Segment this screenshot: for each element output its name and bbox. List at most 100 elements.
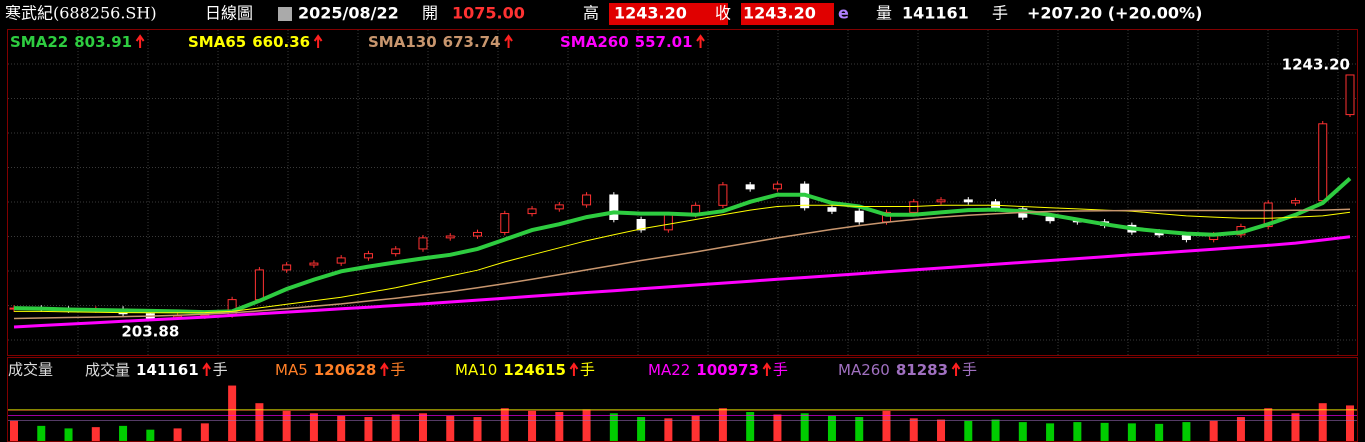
volume-legend-entry: MA5 120628 [275, 361, 376, 379]
volume-bar [91, 427, 100, 441]
candle-body [936, 199, 946, 203]
candle-body [418, 237, 428, 250]
candle-body [1345, 74, 1355, 116]
close-value: 1243.20 [743, 4, 816, 23]
candle-body [254, 269, 264, 301]
volume-bar [1209, 420, 1218, 441]
candle-body [582, 194, 592, 206]
candle-body [772, 183, 782, 190]
candle-body [336, 257, 346, 264]
open-label: 開 [422, 4, 438, 23]
candle-body [909, 201, 919, 213]
high-label: 高 [583, 4, 599, 23]
stock-name: 寒武紀(688256.SH) [5, 4, 157, 23]
candle-body [854, 210, 864, 223]
price-panel [7, 29, 1358, 356]
high-box [609, 3, 728, 25]
candle-body [445, 235, 455, 239]
legend-unit: 手 [213, 361, 228, 379]
volume-bar [173, 428, 182, 441]
volume-bar [582, 409, 591, 441]
volume-bar [1264, 408, 1273, 441]
candle-body [609, 194, 619, 220]
legend-value: 660.36 [252, 33, 310, 51]
volume-bar [446, 415, 455, 441]
legend-unit: 手 [580, 361, 595, 379]
volume-bar [855, 417, 864, 441]
volume-bar [691, 415, 700, 441]
volume-bar [718, 408, 727, 441]
candle-body [391, 248, 401, 255]
volume-bar [10, 420, 18, 441]
volume-bar [937, 419, 946, 441]
volume-legend-entry: MA260 81283 [838, 361, 948, 379]
candle-body [1045, 216, 1055, 222]
candle-body [1318, 123, 1328, 202]
up-arrow [696, 34, 705, 48]
legend-name: SMA130 [368, 33, 437, 51]
volume-bar [528, 410, 537, 441]
volume-bar [609, 413, 618, 441]
legend-name: MA10 [455, 361, 497, 379]
volume-bar [473, 417, 482, 441]
volume-bar [882, 410, 891, 441]
volume-legend-entry: MA22 100973 [648, 361, 759, 379]
volume-bar [909, 418, 918, 441]
volume-bar [991, 419, 1000, 441]
up-arrow [569, 362, 579, 376]
up-arrow [202, 362, 211, 376]
volume-bar [1318, 403, 1327, 441]
volume-bar [391, 414, 400, 441]
legend-entry: SMA260 557.01 [560, 33, 693, 51]
legend-value: 81283 [896, 361, 948, 379]
candle-body [718, 184, 728, 206]
volume-bar [773, 414, 782, 441]
legend-unit: 手 [773, 361, 788, 379]
high-value: 1243.20 [614, 4, 687, 23]
unit: 手 [992, 4, 1008, 23]
legend-value: 124615 [503, 361, 566, 379]
volume-bar [337, 415, 346, 441]
candle-body [527, 208, 537, 215]
volume-bar [1346, 405, 1354, 441]
legend-value: 120628 [314, 361, 377, 379]
legend-entry: SMA22 803.91 [10, 33, 132, 51]
volume-value: 141161 [902, 4, 969, 23]
candle-body [827, 207, 837, 212]
volume-bar [364, 417, 373, 441]
legend-name: SMA260 [560, 33, 629, 51]
volume-bar [664, 418, 673, 441]
legend-unit: 手 [962, 361, 977, 379]
flag: e [838, 4, 849, 23]
legend-value: 141161 [136, 361, 199, 379]
legend-unit: 手 [390, 361, 405, 379]
open-value: 1075.00 [452, 4, 525, 23]
volume-bar [1127, 423, 1136, 441]
change: +207.20 (+20.00%) [1027, 4, 1202, 23]
close-box [741, 3, 834, 25]
close-label: 收 [715, 4, 731, 23]
candle-body [363, 253, 373, 259]
candle-body [963, 199, 973, 203]
legend-name: MA5 [275, 361, 308, 379]
grid [8, 30, 1357, 355]
legend-name: 成交量 [85, 361, 130, 379]
volume-bar [1018, 422, 1027, 441]
legend-value: 673.74 [443, 33, 501, 51]
volume-bar [200, 423, 209, 441]
volume-bar [1100, 422, 1109, 441]
menu-icon[interactable] [278, 7, 292, 21]
volume-bar [1155, 423, 1164, 441]
volume-bar [1046, 423, 1055, 441]
volume-bar [800, 413, 809, 441]
up-arrow [762, 362, 772, 376]
candle-body [663, 214, 673, 231]
moving-average-line [13, 235, 1351, 329]
legend-name: SMA22 [10, 33, 68, 51]
volume-bar [309, 413, 318, 441]
volume-bar [964, 420, 973, 441]
legend-name: MA260 [838, 361, 890, 379]
moving-average-line [13, 177, 1352, 315]
legend-value: 100973 [696, 361, 759, 379]
